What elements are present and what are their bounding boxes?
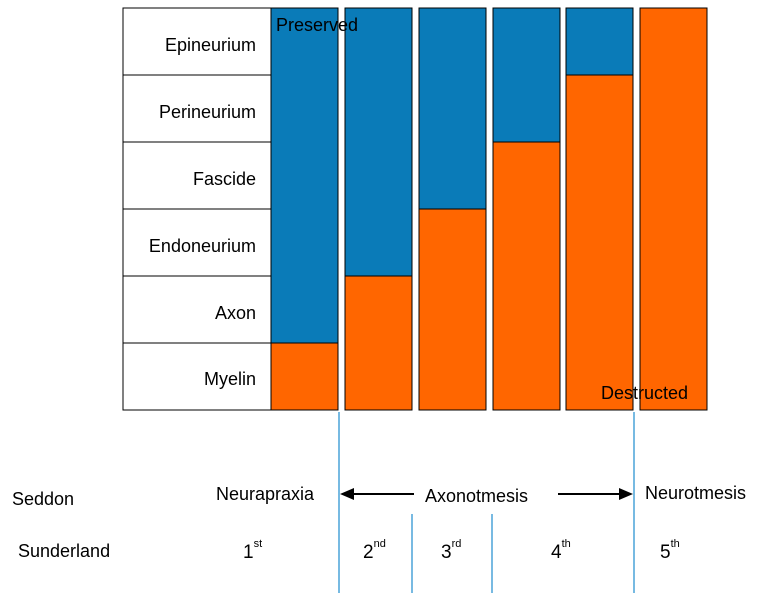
layer-label-myelin: Myelin: [203, 369, 256, 389]
sunderland-grade-1: 1st: [243, 538, 263, 563]
neurapraxia-label: Neurapraxia: [216, 484, 315, 504]
destructed-segment: [565, 74, 634, 411]
destructed-label: Destructed: [601, 383, 689, 403]
preserved-segment: [418, 7, 487, 210]
injury-column-grade-2: [344, 7, 413, 411]
layer-label-axon: Axon: [214, 303, 256, 323]
destructed-segment: [344, 275, 413, 411]
destructed-segment: [418, 208, 487, 411]
injury-column-grade-1: [270, 7, 339, 411]
axonotmesis-label: Axonotmesis: [425, 486, 529, 506]
layer-cell: [122, 275, 272, 344]
separator-lines: [338, 412, 635, 593]
sunderland-grade-4: 4th: [551, 538, 571, 563]
sunderland-grade-5: 5th: [660, 538, 680, 563]
sunderland-grade-3: 3rd: [441, 538, 462, 563]
layer-cell: [122, 141, 272, 210]
seddon-label: Seddon: [12, 489, 75, 509]
preserved-segment: [270, 7, 339, 344]
injury-column-grade-5: [565, 7, 634, 411]
layer-label-endoneurium: Endoneurium: [148, 236, 256, 256]
sunderland-label: Sunderland: [18, 541, 111, 561]
neurotmesis-label: Neurotmesis: [645, 483, 747, 503]
injury-column-grade-4: [492, 7, 561, 411]
destructed-segment: [639, 7, 708, 411]
preserved-segment: [344, 7, 413, 277]
preserved-label: Preserved: [276, 15, 359, 35]
layer-table: [122, 7, 272, 411]
layer-label-perineurium: Perineurium: [158, 102, 256, 122]
layer-label-epineurium: Epineurium: [164, 35, 256, 55]
injury-columns: [270, 7, 708, 411]
destructed-segment: [492, 141, 561, 411]
layer-cell: [122, 74, 272, 143]
layer-cell: [122, 7, 272, 76]
layer-cell: [122, 208, 272, 277]
seddon-arrow-right: [558, 488, 633, 500]
layer-label-fascide: Fascide: [192, 169, 256, 189]
preserved-segment: [492, 7, 561, 143]
layer-cell: [122, 342, 272, 411]
sunderland-grade-2: 2nd: [363, 538, 386, 563]
seddon-arrow-left: [340, 488, 414, 500]
injury-column-grade-6: [639, 7, 708, 411]
destructed-segment: [270, 342, 339, 411]
preserved-segment: [565, 7, 634, 76]
injury-column-grade-3: [418, 7, 487, 411]
